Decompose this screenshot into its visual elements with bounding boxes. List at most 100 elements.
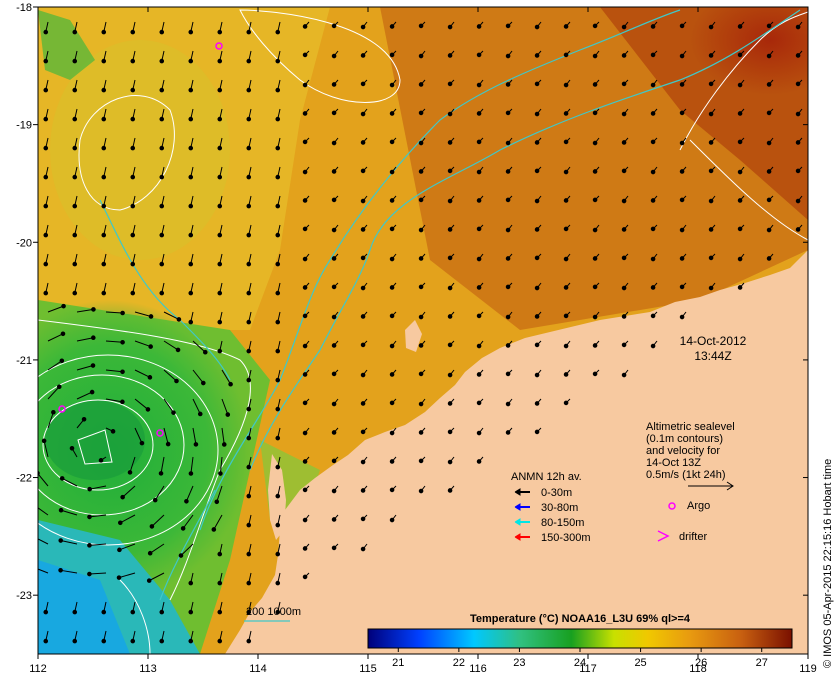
velocity-vector-head xyxy=(650,226,656,232)
velocity-vector-head xyxy=(302,517,308,523)
velocity-vector-head xyxy=(101,58,107,64)
velocity-vector-head xyxy=(159,58,165,64)
velocity-vector-head xyxy=(246,551,252,557)
velocity-vector-head xyxy=(87,571,92,577)
velocity-vector-head xyxy=(534,24,540,30)
velocity-vector xyxy=(160,456,165,474)
velocity-vector-head xyxy=(302,430,308,436)
velocity-vector-head xyxy=(534,227,540,232)
velocity-vector xyxy=(105,311,123,314)
velocity-vector-head xyxy=(130,261,136,267)
velocity-vector-head xyxy=(592,343,598,348)
velocity-vector-head xyxy=(679,169,685,174)
bathymetry-legend-label: 200 1000m xyxy=(246,606,301,618)
velocity-vector-head xyxy=(360,255,366,261)
velocity-vector-head xyxy=(33,504,37,508)
velocity-vector-head xyxy=(360,140,366,145)
velocity-vector-head xyxy=(360,81,366,87)
credit-text: © IMOS 05-Apr-2015 22:15:16 Hobart time xyxy=(822,458,834,668)
velocity-vector-head xyxy=(217,638,223,644)
velocity-vector xyxy=(163,427,169,445)
velocity-vector-head xyxy=(534,168,540,174)
velocity-vector-head xyxy=(447,459,453,465)
velocity-vector-head xyxy=(418,401,424,407)
velocity-vector-head xyxy=(563,82,569,88)
velocity-vector-head xyxy=(360,546,366,552)
drifter-legend-icon xyxy=(657,530,670,542)
velocity-vector-head xyxy=(563,139,569,145)
velocity-vector-head xyxy=(178,553,184,558)
velocity-vector xyxy=(43,440,49,458)
velocity-vector xyxy=(120,514,136,524)
velocity-vector-head xyxy=(101,29,107,35)
velocity-vector-head xyxy=(650,256,656,262)
velocity-vector-head xyxy=(505,140,511,146)
velocity-vector-head xyxy=(592,197,598,203)
velocity-vector-head xyxy=(679,197,685,203)
bathymetry-legend: 200 1000m xyxy=(244,606,301,622)
velocity-vector xyxy=(38,568,49,574)
velocity-vector-head xyxy=(193,442,199,447)
velocity-vector xyxy=(47,386,60,400)
velocity-vector-head xyxy=(360,372,366,378)
velocity-vector-head xyxy=(120,494,125,500)
anmn-legend-title: ANMN 12h av. xyxy=(511,471,582,483)
velocity-vector-head xyxy=(679,314,685,320)
velocity-vector-head xyxy=(766,227,772,233)
velocity-vector-head xyxy=(302,574,308,580)
x-tick-label: 119 xyxy=(799,663,817,675)
velocity-vector-head xyxy=(476,52,482,58)
velocity-vector-head xyxy=(101,638,107,644)
velocity-vector xyxy=(119,543,136,551)
velocity-vector-head xyxy=(389,198,395,203)
velocity-vector-head xyxy=(217,290,223,296)
velocity-vector-head xyxy=(72,290,78,296)
velocity-vector-head xyxy=(302,139,308,145)
velocity-vector-head xyxy=(174,378,179,384)
velocity-vector-head xyxy=(175,347,181,353)
velocity-vector-head xyxy=(534,81,540,87)
velocity-vector-head xyxy=(795,24,801,30)
velocity-vector-head xyxy=(389,169,395,175)
velocity-vector-head xyxy=(275,116,281,122)
velocity-vector-head xyxy=(331,371,337,377)
velocity-vector-head xyxy=(505,343,511,348)
anmn-legend-label: 0-30m xyxy=(541,487,572,499)
velocity-vector xyxy=(149,543,165,554)
velocity-vector-head xyxy=(592,284,598,290)
velocity-vector-head xyxy=(563,169,569,175)
velocity-vector-head xyxy=(476,430,482,436)
velocity-vector-head xyxy=(447,401,453,406)
velocity-vector-head xyxy=(505,82,511,87)
velocity-vector-head xyxy=(130,145,136,151)
velocity-vector-head xyxy=(476,343,482,349)
velocity-vector-head xyxy=(563,52,569,58)
x-axis: 112 113 114 115 116 117 118 119 xyxy=(29,7,817,675)
velocity-vector-head xyxy=(188,232,194,238)
velocity-vector-head xyxy=(302,459,308,464)
velocity-vector-head xyxy=(476,24,482,29)
velocity-vector-head xyxy=(302,111,308,116)
velocity-vector-head xyxy=(72,609,78,615)
velocity-vector-head xyxy=(81,416,87,422)
velocity-vector xyxy=(134,398,149,410)
velocity-vector-head xyxy=(72,638,78,644)
velocity-vector-head xyxy=(43,29,49,35)
velocity-vector-head xyxy=(147,550,153,556)
velocity-vector-head xyxy=(331,314,337,320)
velocity-vector-head xyxy=(389,313,395,319)
velocity-vector-head xyxy=(476,256,482,262)
anmn-legend-label: 30-80m xyxy=(541,502,578,514)
y-tick-label: -23 xyxy=(16,590,32,602)
velocity-vector-head xyxy=(302,82,308,88)
velocity-vector-head xyxy=(418,343,424,348)
velocity-vector-head xyxy=(418,458,424,464)
velocity-vector xyxy=(60,569,78,574)
velocity-vector-head xyxy=(447,168,453,174)
velocity-vector xyxy=(60,540,78,545)
velocity-vector-head xyxy=(217,29,223,35)
velocity-vector-head xyxy=(418,110,424,116)
velocity-vector-head xyxy=(360,285,366,291)
velocity-vector-head xyxy=(214,499,220,505)
timestamp-date: 14-Oct-2012 xyxy=(680,334,747,348)
